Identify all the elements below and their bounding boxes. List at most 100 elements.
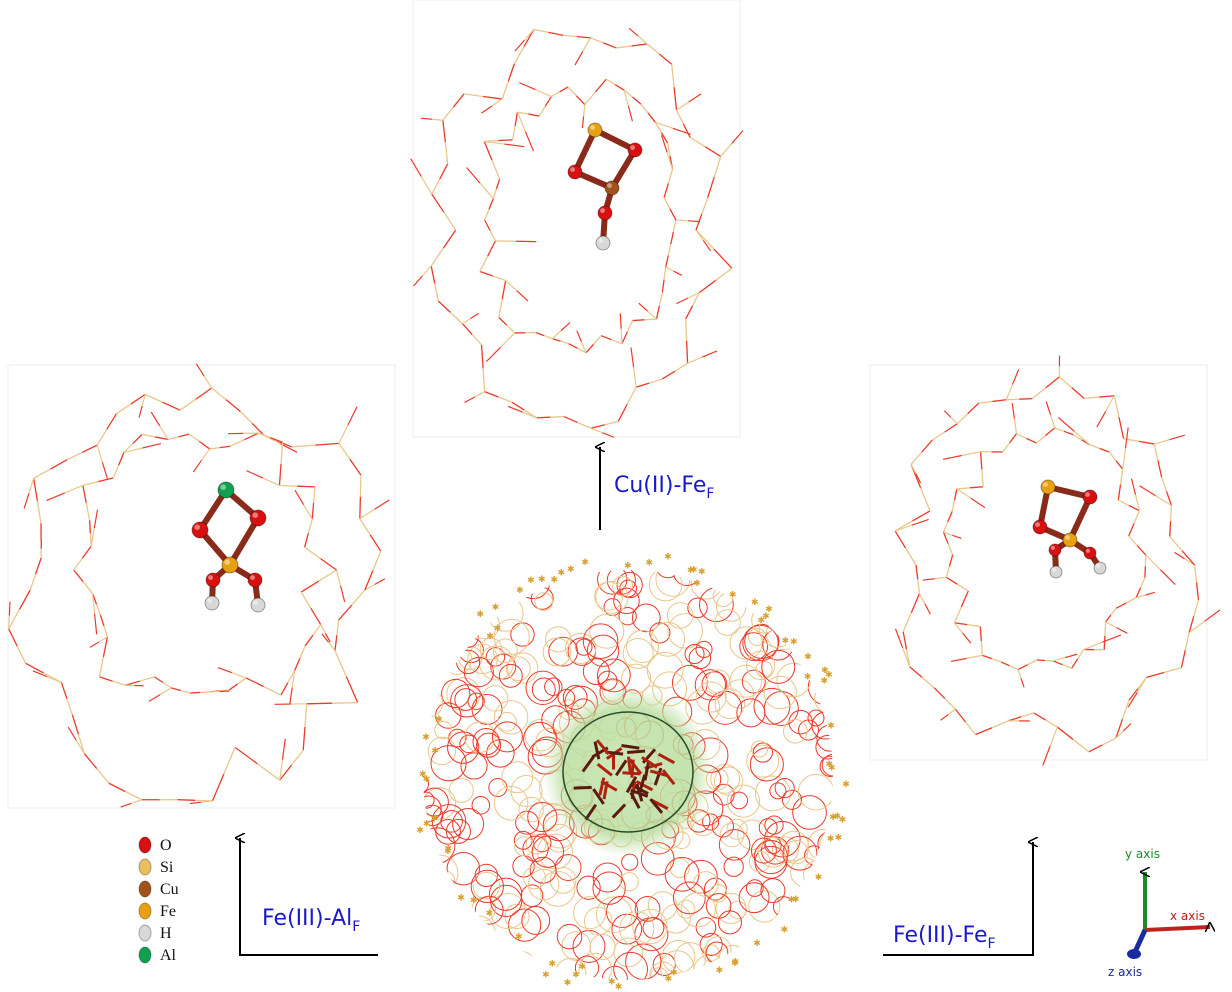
atom-highlight (1086, 549, 1090, 553)
bond (1046, 402, 1050, 415)
atom-highlight (570, 167, 575, 172)
bond (443, 230, 455, 248)
bond (481, 106, 491, 113)
bond (489, 199, 493, 210)
pore-ring (706, 942, 728, 964)
bond (226, 400, 240, 412)
bond (951, 417, 957, 424)
panel-frame (413, 0, 740, 437)
bond (666, 267, 674, 271)
bond (279, 464, 281, 486)
bond (943, 522, 947, 532)
bond (472, 334, 482, 345)
pore-ring (472, 575, 498, 601)
bond (339, 443, 350, 459)
bond (1123, 448, 1126, 469)
bond (921, 488, 930, 511)
bond (9, 609, 20, 628)
bond (99, 657, 103, 677)
bond (190, 692, 200, 693)
bond (1012, 403, 1014, 418)
pore-ring (490, 878, 522, 910)
bond (1129, 536, 1138, 545)
bond (305, 704, 307, 727)
legend: OSiCuFeHAl (139, 837, 179, 964)
bond (350, 459, 361, 475)
bond (1074, 431, 1090, 445)
pore-ring (768, 935, 796, 963)
bond (84, 754, 96, 769)
outer-atom: ✱ (729, 591, 737, 601)
bond (1158, 461, 1162, 478)
pore-ring (456, 923, 487, 954)
legend-label: Si (160, 859, 174, 876)
atom (588, 123, 602, 137)
pore-ring (770, 783, 786, 799)
bond (304, 505, 313, 520)
bond (1010, 434, 1017, 443)
pore-ring (807, 929, 838, 960)
bond (992, 400, 1006, 402)
bond (486, 347, 500, 361)
atom (205, 596, 219, 610)
bond (104, 626, 107, 637)
bond (200, 692, 210, 693)
bond (1053, 661, 1062, 665)
bond (1147, 673, 1164, 678)
bond (716, 268, 732, 280)
bond (911, 452, 922, 464)
bond (545, 97, 551, 107)
bond (112, 681, 125, 685)
bond (576, 96, 584, 105)
pore-ring (432, 870, 455, 893)
legend-swatch (139, 903, 151, 919)
bond (431, 248, 443, 266)
figure: ✱✱✱✱✱✱✱✱✱✱✱✱✱✱✱✱✱✱✱✱✱✱✱✱✱✱✱✱✱✱✱✱✱✱✱✱✱✱✱✱… (0, 0, 1232, 992)
outer-atom: ✱ (431, 814, 439, 824)
bond (1134, 511, 1139, 524)
outer-atom: ✱ (781, 925, 789, 935)
bond (488, 241, 496, 256)
atom-highlight (590, 125, 595, 130)
legend-label: Fe (160, 903, 176, 920)
bond (308, 519, 312, 533)
bond (328, 642, 335, 650)
atom-highlight (252, 512, 258, 518)
bond (615, 85, 624, 91)
bond (664, 267, 666, 280)
bond (9, 602, 10, 616)
bond (1118, 500, 1129, 505)
bond (981, 641, 982, 655)
bond (683, 124, 690, 138)
bond (690, 137, 705, 146)
bond (612, 340, 622, 344)
bond (311, 608, 321, 624)
bond (1197, 582, 1199, 599)
bond (606, 79, 615, 85)
bond (145, 394, 162, 402)
pore-ring (422, 855, 458, 891)
bond (292, 445, 316, 447)
bond (475, 392, 485, 397)
bond (1170, 521, 1171, 537)
bond (193, 460, 201, 471)
bond (1137, 546, 1146, 555)
bond (981, 452, 982, 470)
bond (493, 276, 506, 280)
atom-highlight (207, 598, 212, 603)
bond (675, 363, 688, 371)
bond (992, 721, 1009, 728)
outer-atom: ✱ (492, 603, 500, 613)
bond (560, 87, 568, 92)
bond (948, 544, 953, 555)
bond (992, 659, 1001, 662)
bond (583, 38, 591, 52)
atom-highlight (600, 208, 605, 213)
atom (605, 181, 619, 195)
outer-atom: ✱ (549, 959, 557, 969)
atom (1083, 490, 1097, 504)
pore-ring (788, 591, 820, 623)
bond (283, 739, 286, 760)
bond (370, 535, 380, 551)
bond (1160, 570, 1175, 585)
